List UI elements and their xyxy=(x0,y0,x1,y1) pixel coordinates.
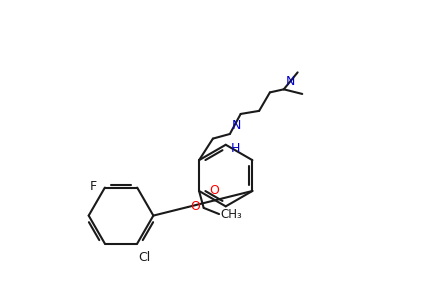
Text: O: O xyxy=(191,200,200,213)
Text: N: N xyxy=(231,120,241,132)
Text: CH₃: CH₃ xyxy=(220,208,242,221)
Text: H: H xyxy=(231,142,240,155)
Text: F: F xyxy=(90,180,97,192)
Text: O: O xyxy=(209,184,219,197)
Text: Cl: Cl xyxy=(139,251,151,264)
Text: N: N xyxy=(285,75,295,88)
